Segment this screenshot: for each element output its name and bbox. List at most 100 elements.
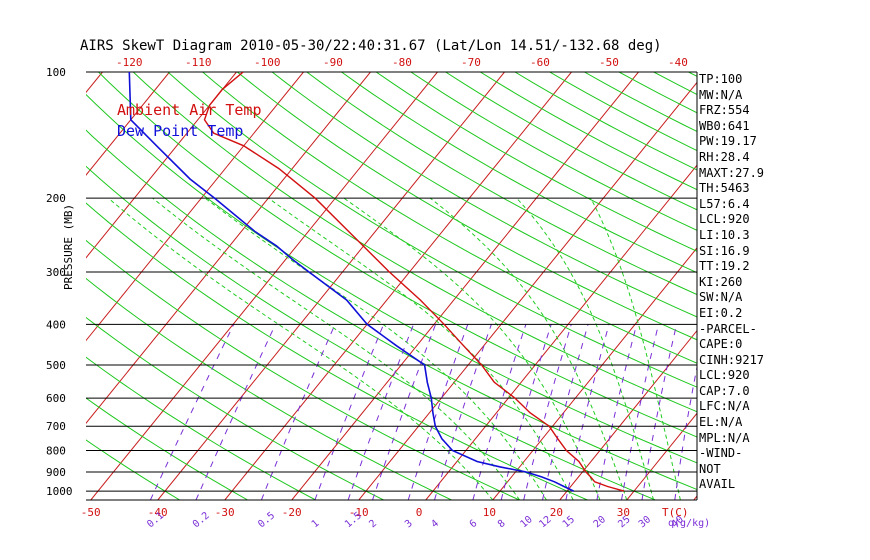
mixing-ratio-line [565,324,610,500]
moist-adiabat-line [108,197,494,500]
pressure-tick-label: 100 [46,66,66,79]
bottom-temp-tick-label: 10 [483,506,496,519]
dry-adiabat-line [202,72,697,364]
mixing-ratio-line [149,324,235,500]
top-temp-tick-label: -120 [116,56,143,69]
dry-adiabat-line [514,72,697,171]
stat-wind-not: NOT [699,461,721,476]
stat-parcel-header: -PARCEL- [699,321,757,336]
mixing-ratio-line [621,324,659,500]
moist-adiabat-line [590,197,681,500]
mixing-ratio-line [314,324,385,500]
pressure-tick-label: 700 [46,420,66,433]
bottom-temp-unit-label: T(C) [662,506,689,519]
chart-title: AIRS SkewT Diagram 2010-05-30/22:40:31.6… [80,38,662,54]
stat-mw: MW:N/A [699,87,743,102]
top-temp-tick-label: -40 [668,56,688,69]
dry-adiabat-line [86,316,384,500]
top-temp-tick-label: -50 [599,56,619,69]
stat-mpl: MPL:N/A [699,430,750,445]
mixing-ratio-line [674,364,697,500]
pressure-tick-label: 300 [46,266,66,279]
isotherm-line [86,72,304,342]
mixing-ratio-unit-label: q(g/kg) [668,518,710,529]
stat-lfc: LFC:N/A [699,399,750,414]
isotherm-line [157,72,505,500]
stat-wind-header: -WIND- [699,446,743,461]
legend-ambient-air-temp: Ambient Air Temp [117,101,262,119]
moist-adiabat-line [204,197,547,500]
moist-adiabat-line [152,197,521,500]
stat-el: EL:N/A [699,415,743,430]
mixing-ratio-line [596,324,638,500]
dry-adiabat-line [341,72,697,274]
stat-sw: SW:N/A [699,290,743,305]
bottom-temp-tick-label: -50 [81,506,101,519]
mixing-ratio-line [260,324,336,500]
bottom-temp-tick-label: -10 [349,506,369,519]
top-temp-tick-label: -60 [530,56,550,69]
stat-wind-avail: AVAIL [699,477,736,492]
mixing-ratio-line [641,324,678,500]
isotherm-line [626,412,697,500]
stat-si: SI:16.9 [699,243,750,258]
isotherm-line [86,72,170,176]
mixing-ratio-label: 6 [468,518,480,530]
legend-dew-point-temp: Dew Point Temp [117,122,244,140]
moist-adiabat-line [343,197,601,500]
stat-pw: PW:19.17 [699,134,757,149]
dry-adiabat-line [827,72,870,500]
dry-adiabat-line [86,129,697,491]
dry-adiabat-line [86,239,520,500]
pressure-tick-label: 400 [46,318,66,331]
isotherm-line [291,72,639,500]
stat-cinh: CINH:9217 [699,352,765,367]
mixing-ratio-label: 30 [637,514,653,530]
dry-adiabat-line [480,72,697,191]
mixing-ratio-label: 4 [429,518,441,530]
pressure-tick-label: 200 [46,192,66,205]
pressure-tick-label: 1000 [46,485,73,498]
top-temp-tick-label: -70 [461,56,481,69]
dry-adiabat-line [236,72,697,341]
isotherm-line [86,72,237,259]
bottom-temp-tick-label: -20 [282,506,302,519]
stat-ei: EI:0.2 [699,305,743,320]
mixing-ratio-label: 10 [519,514,535,530]
top-temp-tick-label: -90 [323,56,343,69]
dry-adiabat-line [132,72,697,413]
dry-adiabat-line [271,72,697,318]
stat-frz: FRZ:554 [699,103,750,118]
stat-tp: TP:100 [699,72,743,86]
mixing-ratio-label: 8 [496,518,508,530]
dry-adiabat-line [410,72,697,231]
mixing-ratio-label: 15 [561,514,577,530]
stat-ki: KI:260 [699,274,743,289]
dry-adiabat-line [758,72,870,500]
stat-wb0: WB0:641 [699,118,750,133]
dry-adiabat-line [86,165,656,500]
top-temp-tick-label: -100 [254,56,281,69]
moist-adiabat-line [429,197,628,500]
stat-th: TH:5463 [699,181,750,196]
stat-cape: CAPE:0 [699,337,743,352]
mixing-ratio-label: 0.2 [191,510,212,530]
stat-tt: TT:19.2 [699,259,750,274]
dry-adiabat-line [793,72,870,500]
mixing-ratio-label: 20 [592,514,608,530]
top-temp-tick-label: -80 [392,56,412,69]
isotherm-line [425,164,697,500]
stat-cap: CAP:7.0 [699,383,750,398]
isotherm-line [86,72,103,94]
mixing-ratio-label: 0.5 [256,510,277,530]
bottom-temp-tick-label: -40 [148,506,168,519]
bottom-temp-tick-label: 30 [617,506,630,519]
stat-li: LI:10.3 [699,227,750,242]
mixing-ratio-line [500,324,552,500]
isotherm-line [761,72,870,500]
isotherm-line [224,72,572,500]
mixing-ratio-label: 3 [403,518,415,530]
dry-adiabat-line [98,72,697,438]
dewpoint-temperature-line [128,72,575,492]
